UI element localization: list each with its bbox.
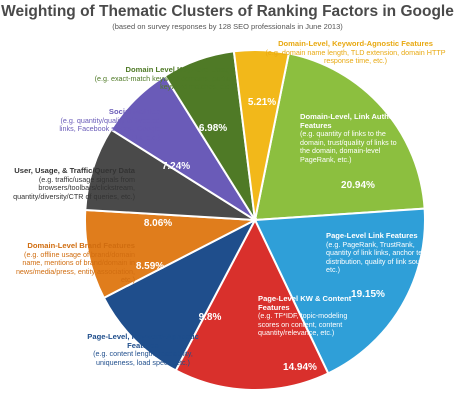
- annotation-desc: (e.g. quantity of links to the domain, t…: [300, 129, 397, 164]
- annotation-desc: (e.g. PageRank, TrustRank, quantity of l…: [326, 239, 436, 275]
- slice-brand-features: [84, 208, 259, 300]
- annotation-title: User, Usage, & Traffic/Query Data: [14, 166, 135, 175]
- annotation-title: Page-Level KW & Content Features: [258, 294, 352, 312]
- chart-subtitle: (based on survey responses by 128 SEO pr…: [112, 22, 343, 31]
- annotation-title: Domain-Level, Link Authority Features: [300, 112, 406, 130]
- chart-title: Weighting of Thematic Clusters of Rankin…: [1, 3, 454, 20]
- annotation-page-link-features: Page-Level Link Features (e.g. PageRank,…: [326, 231, 436, 275]
- annotation-domain-keyword-usage: Domain Level Keyword Usage (e.g. exact-m…: [84, 65, 234, 92]
- annotation-page-keyword-agnostic: Page-Level, Keyword-Agnostic Features (e…: [86, 332, 200, 367]
- annotation-title: Domain-Level Brand Features: [27, 241, 135, 250]
- annotation-title: Page-Level Link Features: [326, 231, 418, 240]
- annotation-desc: (e.g. domain name length, TLD extension,…: [265, 47, 446, 66]
- annotation-desc: (e.g. exact-match keyword domains, parti…: [94, 73, 234, 92]
- annotation-desc: (e.g. quantity/quality of tweeted links,…: [59, 115, 160, 142]
- slice-value-label: 8.59%: [136, 261, 164, 272]
- slice-value-label: 6.98%: [199, 123, 227, 134]
- annotation-domain-keyword-agnostic: Domain-Level, Keyword-Agnostic Features …: [258, 39, 453, 66]
- slice-domain-link-authority: [253, 52, 426, 222]
- slice-value-label: 5.21%: [248, 97, 276, 108]
- slice-page-link-features: [253, 207, 426, 375]
- annotation-domain-link-authority: Domain-Level, Link Authority Features (e…: [300, 112, 408, 165]
- annotation-user-usage: User, Usage, & Traffic/Query Data (e.g. …: [4, 166, 135, 201]
- annotation-title: Page-Level, Keyword-Agnostic Features: [87, 332, 199, 350]
- annotation-title: Domain-Level, Keyword-Agnostic Features: [278, 39, 433, 48]
- slice-domain-keyword-agnostic: [232, 49, 290, 221]
- annotation-brand-features: Domain-Level Brand Features (e.g. offlin…: [4, 241, 135, 285]
- annotation-desc: (e.g. TF*IDF, topic-modeling scores on c…: [258, 311, 348, 338]
- annotation-desc: (e.g. traffic/usage signals from browser…: [13, 174, 135, 201]
- annotation-social-metrics: Social Metrics (e.g. quantity/quality of…: [45, 107, 160, 142]
- annotation-desc: (e.g. offline usage of brand/domain name…: [15, 249, 135, 285]
- slice-value-label: 19.15%: [351, 289, 385, 300]
- slice-page-keyword-agnostic: [102, 217, 258, 372]
- annotation-desc: (e.g. content length, readability, uniqu…: [93, 349, 193, 367]
- slice-value-label: 8.06%: [144, 218, 172, 229]
- annotation-title: Social Metrics: [108, 107, 160, 116]
- annotation-page-kw-content: Page-Level KW & Content Features (e.g. T…: [258, 294, 358, 338]
- slice-value-label: 7.24%: [162, 161, 190, 172]
- slice-value-label: 20.94%: [341, 180, 375, 191]
- moz-logo: MOZ: [415, 364, 444, 379]
- annotation-title: Domain Level Keyword Usage: [125, 65, 234, 74]
- slice-value-label: 9.8%: [199, 312, 222, 323]
- slice-page-kw-content: [174, 217, 330, 391]
- slice-value-label: 14.94%: [283, 362, 317, 373]
